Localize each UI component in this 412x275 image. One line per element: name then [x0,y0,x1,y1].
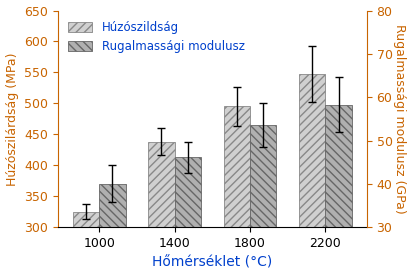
Bar [148,142,175,275]
Bar [299,74,325,275]
Y-axis label: Húzószilárdság (MPa): Húzószilárdság (MPa) [5,52,19,186]
Bar [250,125,276,275]
Bar [224,106,250,275]
Legend: Húzószildság, Rugalmassági modulusz: Húzószildság, Rugalmassági modulusz [64,16,249,58]
Bar [73,212,99,275]
Bar [99,184,126,275]
X-axis label: Hőmérséklet (°C): Hőmérséklet (°C) [152,255,272,270]
Bar [175,157,201,275]
Bar [325,104,352,275]
Y-axis label: Rugalmassági modulusz (GPa): Rugalmassági modulusz (GPa) [393,24,407,214]
